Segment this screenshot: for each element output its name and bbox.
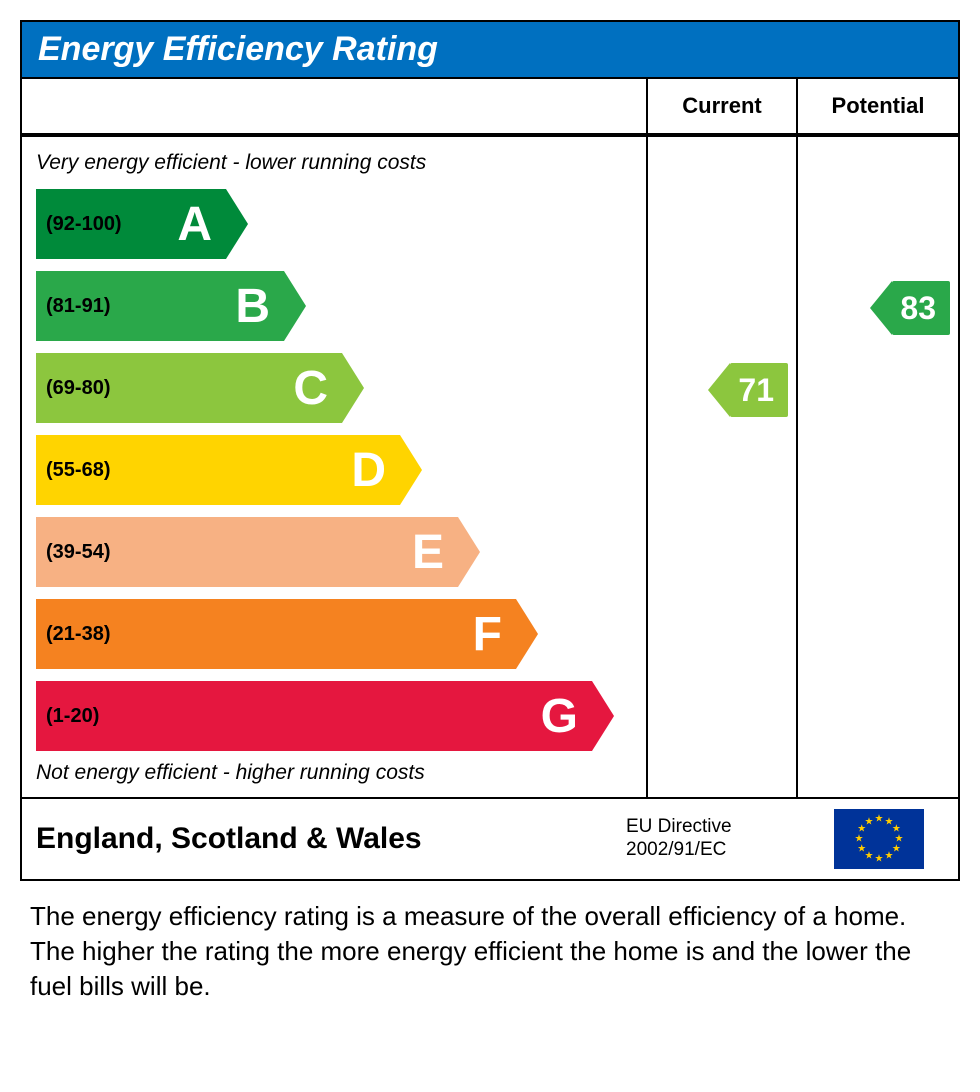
header-current: Current (648, 79, 798, 135)
eu-star: ★ (855, 834, 864, 845)
current-marker: 71 (730, 363, 788, 417)
band-row-e: (39-54) E (22, 511, 646, 593)
band-bar-d: (55-68) D (36, 435, 400, 505)
eu-star: ★ (875, 854, 884, 865)
band-range: (55-68) (36, 459, 110, 482)
bars-container: (92-100) A (81-91) B (69-80) C (55-68) D (39-54)… (22, 183, 646, 757)
chart-title: Energy Efficiency Rating (22, 22, 958, 77)
band-letter: B (235, 279, 270, 334)
band-bar-e: (39-54) E (36, 517, 458, 587)
chart-body: Very energy efficient - lower running co… (22, 135, 958, 799)
description-text: The energy efficiency rating is a measur… (20, 881, 960, 1004)
band-row-c: (69-80) C (22, 347, 646, 429)
header-blank (22, 79, 648, 135)
band-row-f: (21-38) F (22, 593, 646, 675)
eu-star: ★ (857, 844, 866, 855)
band-range: (69-80) (36, 377, 110, 400)
band-bar-g: (1-20) G (36, 681, 592, 751)
directive-text: EU Directive 2002/91/EC (626, 816, 826, 862)
band-letter: F (473, 607, 502, 662)
band-letter: C (293, 361, 328, 416)
header-row: Current Potential (22, 77, 958, 135)
band-range: (81-91) (36, 295, 110, 318)
band-letter: D (351, 443, 386, 498)
epc-chart: Energy Efficiency Rating Current Potenti… (20, 20, 960, 881)
subtitle-top: Very energy efficient - lower running co… (22, 147, 646, 183)
band-range: (21-38) (36, 623, 110, 646)
band-letter: A (177, 197, 212, 252)
eu-star: ★ (875, 814, 884, 825)
band-bar-f: (21-38) F (36, 599, 516, 669)
header-potential: Potential (798, 79, 958, 135)
bands-area: Very energy efficient - lower running co… (22, 137, 648, 799)
eu-star: ★ (885, 851, 894, 862)
band-bar-b: (81-91) B (36, 271, 284, 341)
potential-column: 83 (798, 137, 958, 799)
band-row-d: (55-68) D (22, 429, 646, 511)
band-range: (92-100) (36, 213, 122, 236)
band-row-b: (81-91) B (22, 265, 646, 347)
current-column: 71 (648, 137, 798, 799)
footer-row: England, Scotland & Wales EU Directive 2… (22, 799, 958, 879)
subtitle-bottom: Not energy efficient - higher running co… (22, 757, 646, 793)
band-range: (39-54) (36, 541, 110, 564)
directive-line1: EU Directive (626, 816, 826, 839)
band-bar-a: (92-100) A (36, 189, 226, 259)
band-letter: G (541, 689, 578, 744)
band-range: (1-20) (36, 705, 99, 728)
directive-line2: 2002/91/EC (626, 839, 826, 862)
band-bar-c: (69-80) C (36, 353, 342, 423)
band-letter: E (412, 525, 444, 580)
eu-star: ★ (865, 816, 874, 827)
region-label: England, Scotland & Wales (36, 822, 618, 856)
potential-marker: 83 (892, 281, 950, 335)
band-row-a: (92-100) A (22, 183, 646, 265)
eu-flag-icon: ★★★★★★★★★★★★ (834, 809, 924, 869)
band-row-g: (1-20) G (22, 675, 646, 757)
